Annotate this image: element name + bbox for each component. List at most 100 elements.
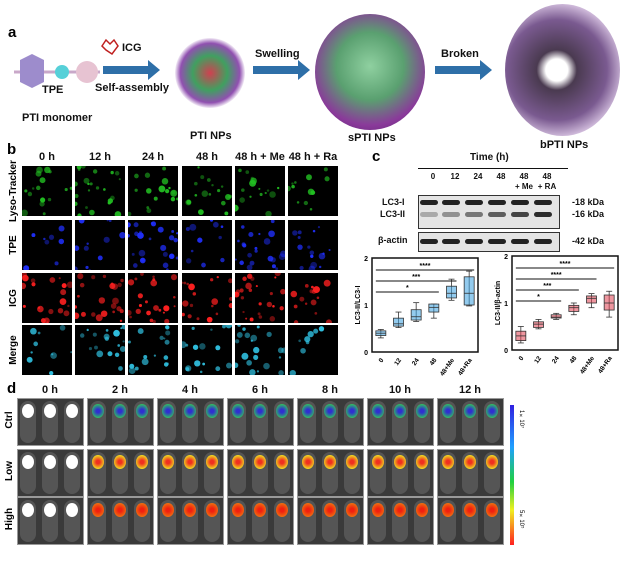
fluorescence-signal (486, 404, 498, 418)
significance-label: *** (412, 274, 420, 281)
box-48 (568, 302, 580, 316)
mouse-image (17, 497, 84, 545)
x-tick-label: 48 (429, 357, 439, 367)
box-24 (550, 312, 562, 320)
micrograph (72, 163, 125, 218)
micrograph (285, 166, 338, 216)
box-24 (410, 302, 422, 322)
blot-band (465, 200, 483, 205)
fluorescence-signal (184, 503, 196, 517)
micrograph (19, 271, 74, 324)
micrograph (127, 325, 178, 375)
row-label: Merge (8, 335, 19, 365)
fluorescence-signal (136, 503, 148, 517)
fluorescence-signal (22, 455, 34, 469)
step-self-assembly: Self-assembly (95, 82, 169, 94)
blot-band (534, 239, 552, 244)
fluorescence-signal (442, 404, 454, 418)
fluorescence-signal (232, 503, 244, 517)
mouse-image (297, 449, 364, 497)
significance-label: *** (543, 283, 551, 290)
column-label: 2 h (112, 384, 128, 396)
micrograph (288, 273, 338, 326)
micrograph (179, 321, 233, 375)
box (463, 276, 475, 306)
blot-band (534, 212, 552, 217)
fluorescence-signal (346, 455, 358, 469)
box (603, 294, 615, 311)
fluorescence-signal (66, 404, 78, 418)
column-label: 48 h (195, 151, 218, 163)
mouse-image (17, 398, 84, 446)
fluorescence-signal (114, 503, 126, 517)
y-axis-label: LC3-II/LC3-I (355, 286, 362, 325)
fluorescence-signal (276, 455, 288, 469)
y-tick-label: 0 (504, 348, 508, 355)
mouse-image (87, 449, 154, 497)
panel-d-label: d (7, 380, 17, 397)
column-label: 48 h + Ra (288, 151, 338, 163)
icg-molecule-icon (101, 38, 119, 56)
mouse-image (297, 398, 364, 446)
micrograph (288, 325, 338, 377)
blot-band (488, 200, 506, 205)
mouse-image (157, 497, 224, 545)
blot-band (442, 239, 460, 244)
fluorescence-signal (372, 503, 384, 517)
monomer-label: PTI monomer (22, 112, 93, 124)
pti-np-label: PTI NPs (190, 130, 232, 142)
blot-band (465, 212, 483, 217)
column-label: 12 h (88, 151, 111, 163)
micrograph (181, 273, 234, 323)
micrograph (72, 273, 125, 323)
fluorescence-signal (66, 455, 78, 469)
fluorescence-signal (232, 455, 244, 469)
row-label: High (4, 507, 15, 531)
fluorescence-signal (464, 503, 476, 517)
mouse-image (437, 398, 504, 446)
colorbar-max: 1×10⁷ (518, 410, 524, 429)
icg-label: ICG (122, 42, 142, 54)
mouse-image (157, 398, 224, 446)
mouse-image (367, 497, 434, 545)
x-tick-label: 48+Ra (597, 355, 614, 375)
x-tick-label: 12 (533, 355, 543, 365)
fluorescence-signal (92, 503, 104, 517)
fluorescence-signal (416, 404, 428, 418)
y-tick-label: 1 (364, 303, 368, 310)
box (428, 303, 440, 313)
blot-band (442, 212, 460, 217)
fluorescence-signal (372, 455, 384, 469)
fluorescence-signal (136, 404, 148, 418)
mouse-image (297, 497, 364, 545)
y-tick-label: 2 (364, 256, 368, 263)
significance-label: **** (551, 272, 562, 279)
micrograph (125, 220, 179, 271)
blot-band (488, 239, 506, 244)
micrograph (72, 217, 126, 272)
fluorescence-signal (394, 503, 406, 517)
fluorescence-signal (22, 503, 34, 517)
micrograph (75, 323, 128, 375)
mouse-image (437, 497, 504, 545)
mouse-image (227, 497, 294, 545)
marker-label: -16 kDa (572, 209, 605, 219)
lane-label: 12 (450, 172, 460, 181)
box (393, 317, 404, 327)
y-axis-label: LC3-II/β-actin (495, 281, 502, 325)
fluorescence-signal (302, 404, 314, 418)
significance-label: * (406, 285, 409, 292)
mouse-image (157, 449, 224, 497)
micrograph (288, 220, 338, 273)
arrow-icon (103, 60, 160, 80)
micrograph (234, 219, 287, 271)
x-tick-label: 24 (411, 357, 421, 367)
fluorescence-signal (114, 404, 126, 418)
row-label: Low (4, 461, 15, 481)
mouse-image (227, 449, 294, 497)
x-tick-label: 12 (393, 357, 403, 367)
column-label: 48 h + Me (235, 151, 285, 163)
colorbar (510, 405, 514, 545)
